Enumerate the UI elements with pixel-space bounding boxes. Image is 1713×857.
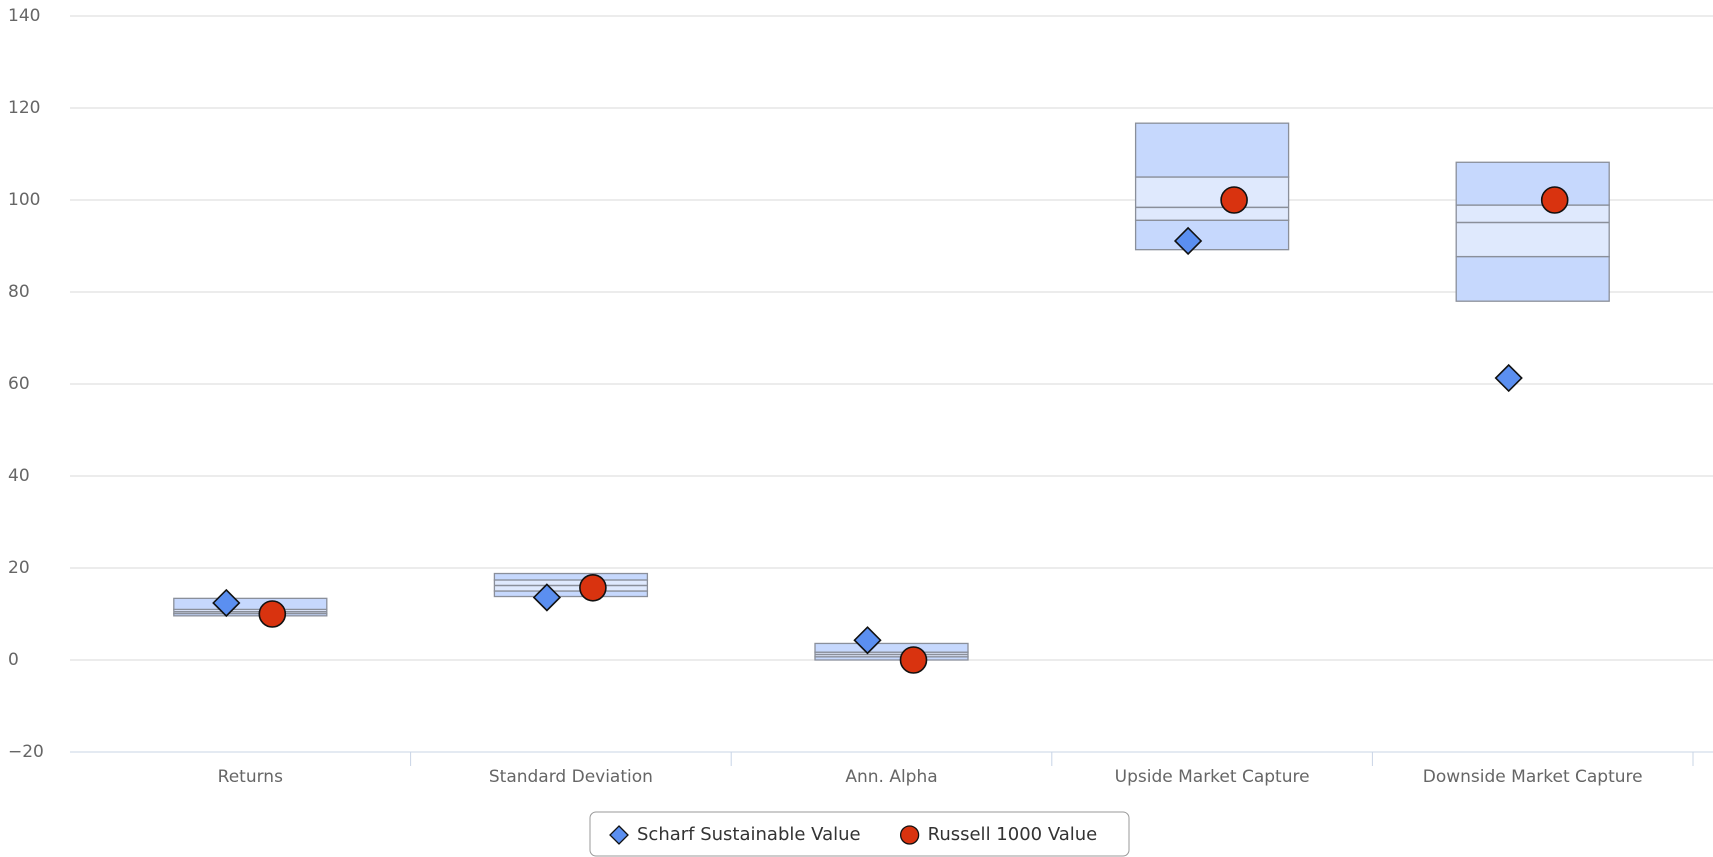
- legend-label: Scharf Sustainable Value: [637, 824, 861, 845]
- box-segment: [173, 597, 328, 611]
- x-tick-label: Ann. Alpha: [845, 767, 937, 787]
- legend-box: [589, 811, 1130, 857]
- box-segment: [1455, 255, 1610, 302]
- y-tick-label: 20: [8, 558, 30, 578]
- box-segment: [1455, 161, 1610, 206]
- y-tick-label: 40: [8, 466, 30, 486]
- diamond-marker: [1173, 226, 1203, 256]
- diamond-marker: [853, 626, 882, 655]
- legend-marker: [609, 825, 629, 845]
- diamond-marker: [532, 583, 562, 612]
- circle-marker: [899, 646, 928, 674]
- y-tick-label: 60: [8, 374, 30, 394]
- legend-item[interactable]: Russell 1000 Value: [899, 824, 1098, 845]
- box-segment: [1134, 122, 1290, 178]
- box-segment: [1134, 219, 1290, 251]
- circle-marker: [1220, 186, 1248, 214]
- circle-marker: [579, 573, 607, 602]
- circle-marker: [1540, 186, 1569, 214]
- x-tick-label: Returns: [218, 767, 283, 787]
- circle-marker: [258, 600, 287, 628]
- x-tick-label: Standard Deviation: [489, 767, 653, 787]
- y-tick-label: 140: [8, 6, 40, 26]
- box-segment: [1134, 176, 1290, 221]
- legend-label: Russell 1000 Value: [928, 824, 1098, 845]
- y-tick-label: −20: [8, 742, 44, 762]
- y-tick-label: 0: [8, 650, 19, 670]
- box-segment: [814, 642, 969, 653]
- x-tick-label: Downside Market Capture: [1423, 767, 1643, 787]
- diamond-marker: [1494, 363, 1523, 393]
- y-tick-label: 120: [8, 98, 40, 118]
- legend-marker: [899, 825, 920, 845]
- box-segment: [493, 572, 649, 581]
- x-tick-label: Upside Market Capture: [1115, 767, 1310, 787]
- box-segment: [493, 590, 649, 598]
- y-tick-label: 80: [8, 282, 30, 302]
- diamond-marker: [212, 588, 241, 618]
- y-tick-label: 100: [8, 190, 40, 210]
- legend: Scharf Sustainable Value Russell 1000 Val…: [609, 824, 1098, 845]
- box-segment: [1455, 204, 1610, 258]
- legend-item[interactable]: Scharf Sustainable Value: [609, 824, 861, 845]
